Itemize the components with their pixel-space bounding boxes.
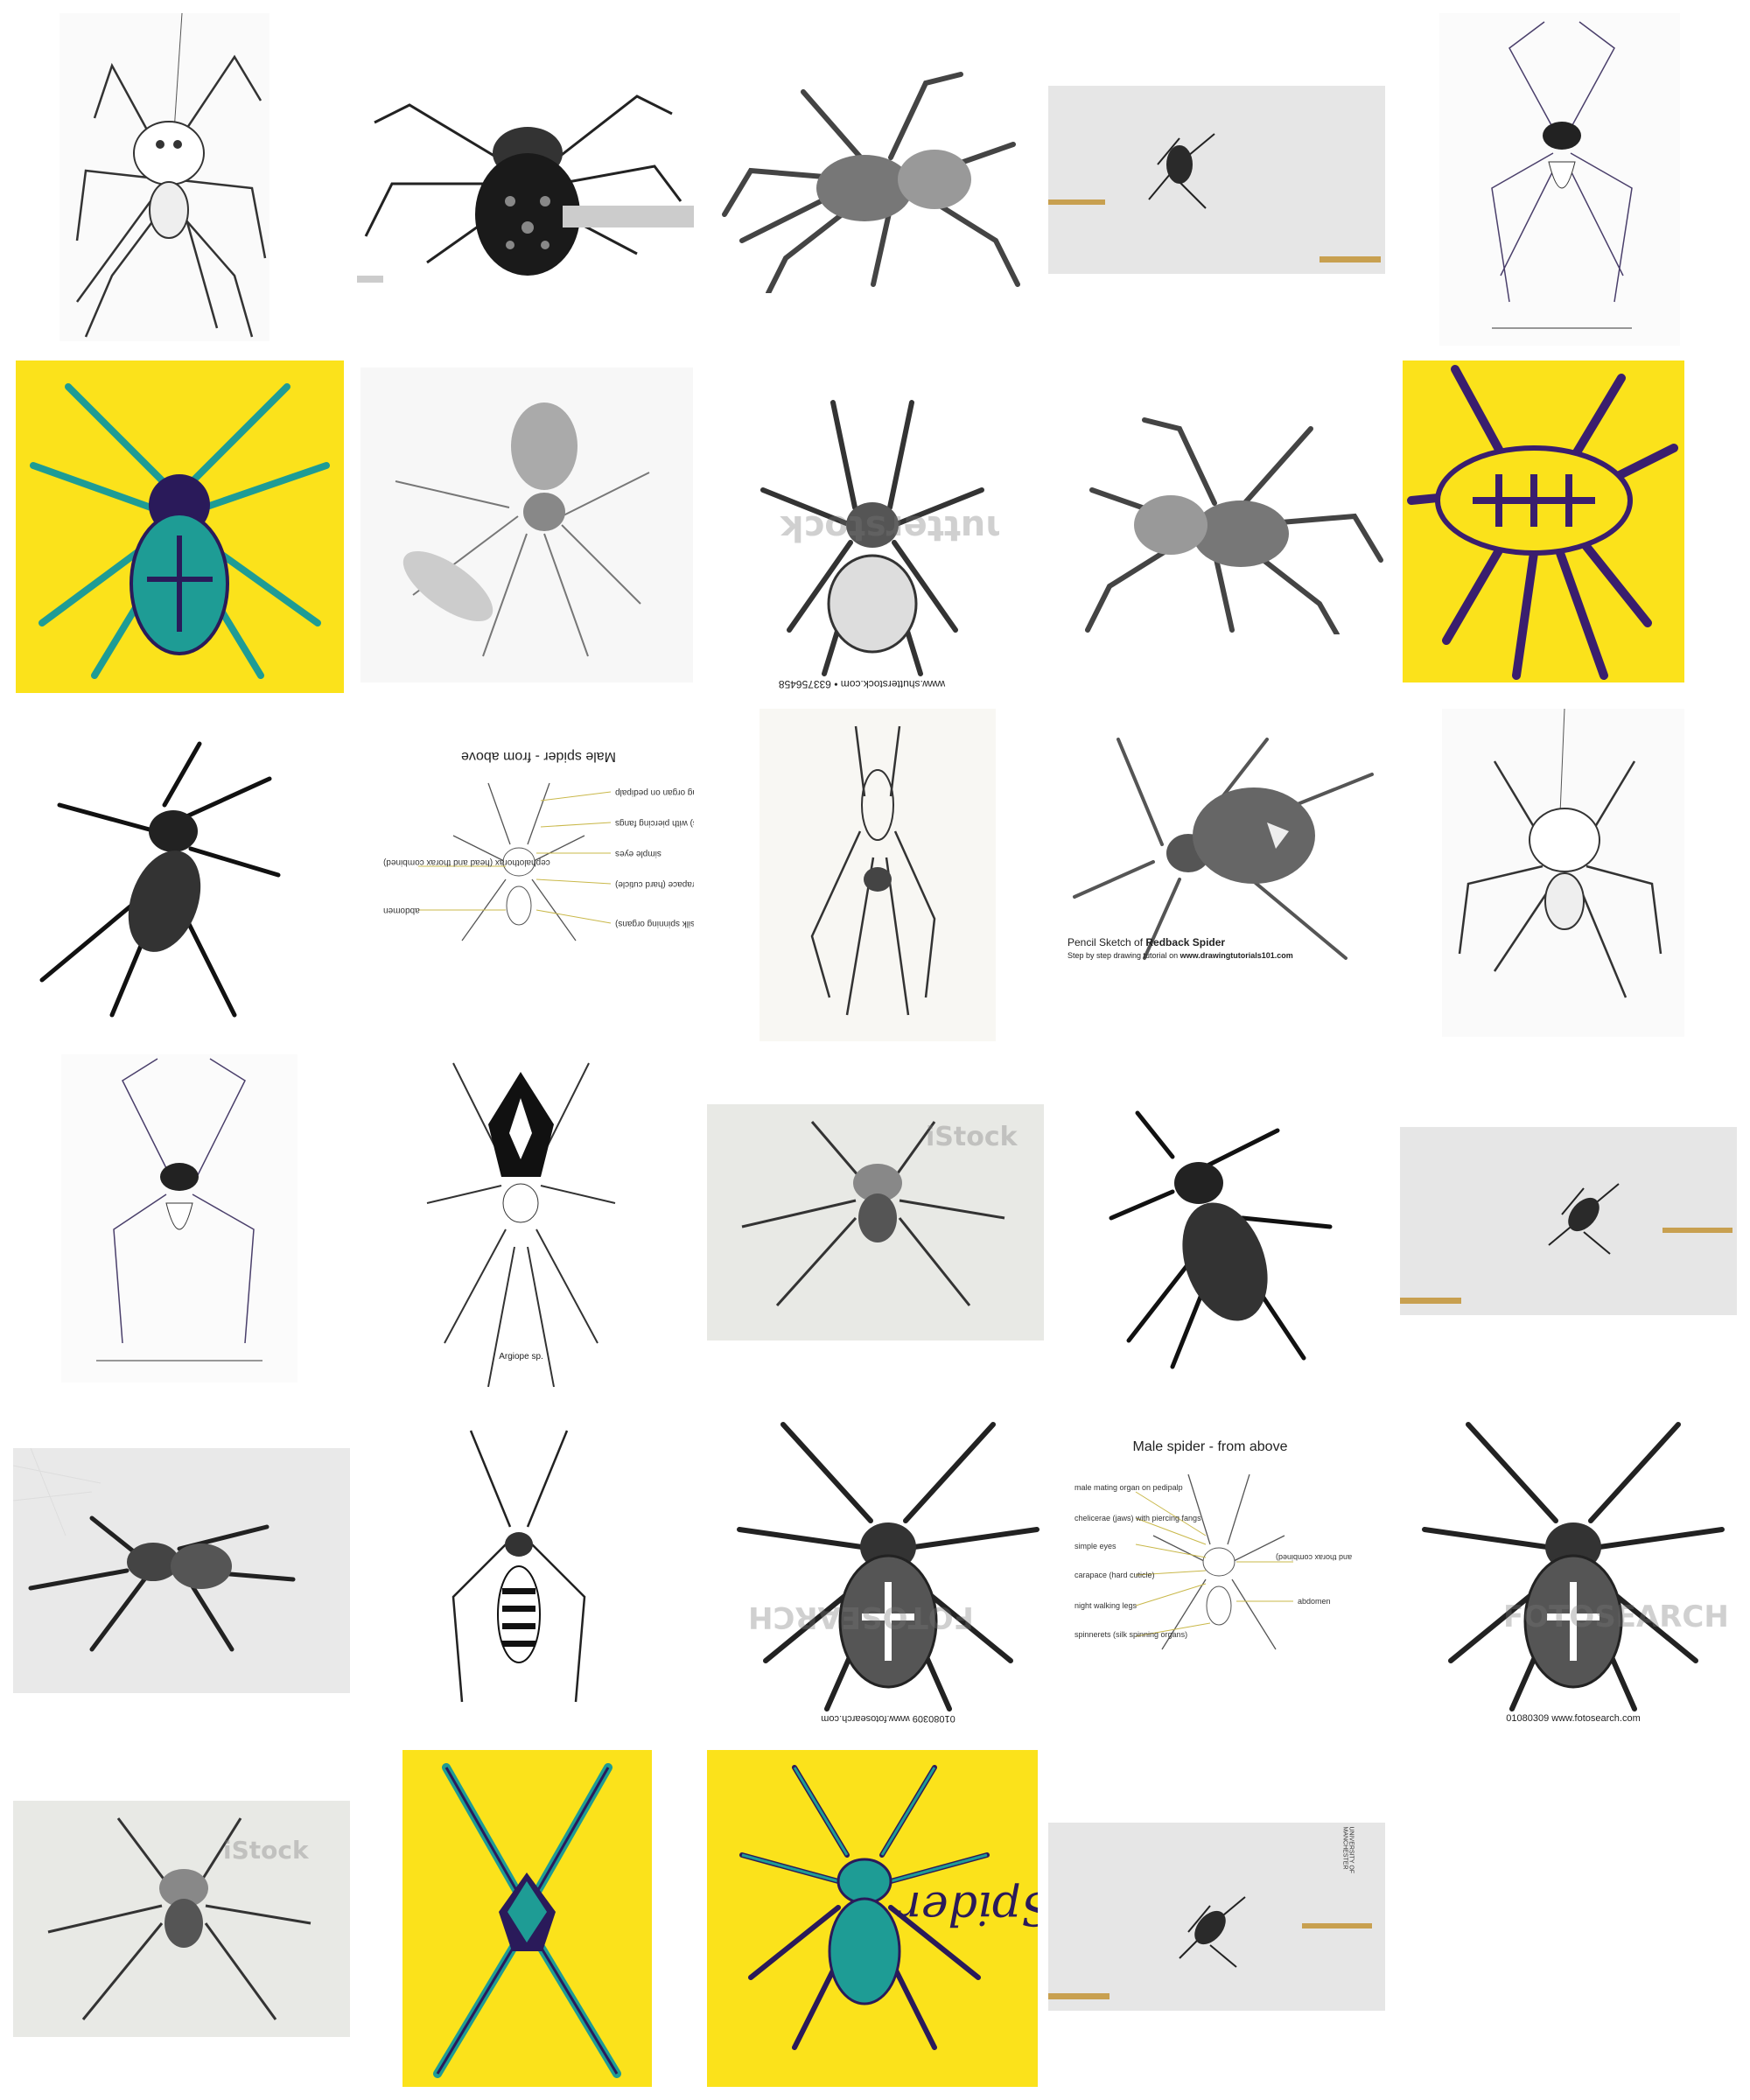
diagram-label: chelicerae (jaws) with piercing fangs — [615, 818, 694, 828]
image-tile-5[interactable] — [1439, 13, 1680, 346]
diagram-label: simple eyes — [615, 849, 662, 858]
diagram-label: abdomen — [1298, 1597, 1331, 1606]
orb-spider-sketch-image-2 — [1458, 709, 1662, 998]
image-tile-9[interactable] — [1066, 411, 1390, 634]
fotosearch-spider-engraving — [1422, 1422, 1725, 1712]
yellow-argiope-spider-image — [433, 1763, 621, 2078]
argiope-spider-image — [426, 1062, 616, 1388]
black-ink-spider-image — [39, 741, 281, 1018]
image-tile-6[interactable] — [16, 360, 344, 693]
redback-caption: Pencil Sketch of Redback Spider — [1068, 936, 1225, 948]
istock-spider-photo-image-2 — [47, 1817, 312, 2020]
annotated-spider-sketch-image — [1491, 21, 1633, 329]
redback-caption-prefix: Pencil Sketch of — [1068, 936, 1146, 948]
image-tile-21[interactable] — [13, 1448, 350, 1693]
orb-spider-sketch-image — [75, 13, 267, 338]
image-tile-25[interactable]: FOTOSEARCH — [1416, 1416, 1731, 1713]
image-tile-24[interactable]: Male spider - from above male mating org… — [1066, 1431, 1354, 1689]
redback-sub-link[interactable]: www.drawingtutorials101.com — [1180, 951, 1293, 960]
fotosearch-watermark: FOTOSEARCH — [748, 1600, 974, 1634]
shutterstock-watermark: shutterstock — [780, 508, 999, 548]
image-tile-13[interactable] — [760, 709, 996, 1041]
image-tile-10[interactable] — [1403, 360, 1684, 682]
jumping-spider-photo-2 — [1400, 1183, 1732, 1304]
dark-spider-engraving-image — [357, 94, 694, 283]
diagram-label: spinnerets (silk spinning organs) — [615, 919, 694, 928]
image-tile-8[interactable]: shutterstock — [746, 394, 999, 691]
diagram-label: carapace (hard cuticle) — [1074, 1571, 1155, 1579]
male-spider-diagram-title: Male spider - from above — [1132, 1439, 1288, 1454]
annotated-spider-sketch-image-2 — [96, 1058, 262, 1362]
image-tile-12[interactable]: Male spider - from above male mating org… — [383, 739, 694, 971]
image-tile-20[interactable] — [1400, 1127, 1737, 1315]
banded-garden-spider-image — [452, 1430, 586, 1703]
fotosearch-caption: 01080309 www.fotosearch.com — [1506, 1713, 1641, 1724]
diagram-label: simple eyes — [1074, 1542, 1116, 1550]
shutterstock-caption: www.shutterstock.com • 633756458 — [778, 678, 946, 690]
image-tile-2[interactable] — [357, 70, 694, 284]
diagram-label: cephalothorax (head and thorax combined) — [383, 858, 550, 867]
image-tile-14[interactable]: Pencil Sketch of Redback Spider Step by … — [1066, 722, 1390, 967]
istock-watermark: iStock — [926, 1122, 1018, 1152]
sparse-pencil-spider-image — [810, 725, 936, 1016]
fotosearch-watermark-2: FOTOSEARCH — [1503, 1600, 1729, 1634]
diagram-label: male mating organ on pedipalp — [1074, 1483, 1183, 1492]
black-ink-spider-image-2 — [1109, 1110, 1333, 1369]
image-tile-29[interactable]: UNIVERSITY OF MANCHESTER — [1048, 1823, 1385, 2011]
image-tile-17[interactable]: Argiope sp. — [418, 1054, 624, 1391]
fotosearch-spider-engraving-mirrored — [737, 1422, 1040, 1712]
image-tile-22[interactable] — [436, 1422, 602, 1711]
image-tile-11[interactable] — [24, 735, 287, 1024]
image-tile-7[interactable] — [360, 368, 693, 682]
diagram-label: cephalothorax (head and thorax combined) — [1276, 1553, 1354, 1562]
diagram-label: chelicerae (jaws) with piercing fangs — [1074, 1514, 1201, 1522]
yellow-purple-spider-image — [1407, 365, 1678, 680]
redback-sub-prefix: Step by step drawing tutorial on — [1068, 951, 1180, 960]
redback-caption-bold: Redback Spider — [1145, 936, 1226, 948]
image-tile-16[interactable] — [61, 1054, 298, 1382]
diagram-label: spinnerets (silk spinning organs) — [1074, 1630, 1188, 1639]
diagram-label: night walking legs — [1074, 1601, 1138, 1610]
diagram-label: abdomen — [383, 906, 420, 915]
image-tile-19[interactable] — [1102, 1104, 1348, 1371]
diagram-label: male mating organ on pedipalp — [615, 788, 694, 797]
image-tile-18[interactable]: iStock — [707, 1104, 1044, 1340]
redback-subcaption: Step by step drawing tutorial on www.dra… — [1068, 951, 1293, 960]
image-tile-26[interactable]: iStock — [13, 1801, 350, 2037]
redback-spider-sketch-image — [1073, 738, 1374, 960]
orb-spider-top-view-image — [760, 400, 984, 676]
image-tile-15[interactable] — [1442, 709, 1684, 1037]
hairy-spider-reversed-image — [1085, 417, 1383, 634]
manchester-label: UNIVERSITY OF MANCHESTER — [1341, 1826, 1354, 1874]
image-tile-28[interactable]: Spider — [707, 1750, 1038, 2087]
wolf-spider-photo-image — [13, 1448, 296, 1652]
male-spider-diagram — [1135, 1474, 1293, 1650]
image-tile-27[interactable] — [402, 1750, 652, 2087]
yellow-teal-spider-image — [30, 383, 330, 679]
jumping-spider-photo — [1048, 133, 1381, 262]
pencil-spider-with-prey-image — [395, 402, 650, 657]
image-tile-4[interactable] — [1048, 86, 1385, 274]
image-tile-3[interactable] — [716, 66, 1053, 293]
istock-spider-photo-image — [741, 1121, 1005, 1307]
fotosearch-caption-mirrored: 01080309 www.fotosearch.com — [821, 1713, 956, 1724]
male-spider-diagram-mirrored — [418, 782, 612, 942]
yellow-spider-lettering-image — [739, 1765, 990, 2050]
istock-watermark-2: iStock — [223, 1836, 309, 1865]
spider-lettering: Spider — [900, 1881, 1038, 1934]
image-tile-23[interactable]: FOTOSEARCH — [731, 1416, 1046, 1713]
argiope-caption: Argiope sp. — [499, 1352, 543, 1362]
image-tile-1[interactable] — [60, 13, 270, 341]
hairy-spider-image — [722, 72, 1020, 293]
diagram-label: carapace (hard cuticle) — [615, 879, 694, 889]
jumping-spider-photo-3 — [1048, 1896, 1372, 1999]
